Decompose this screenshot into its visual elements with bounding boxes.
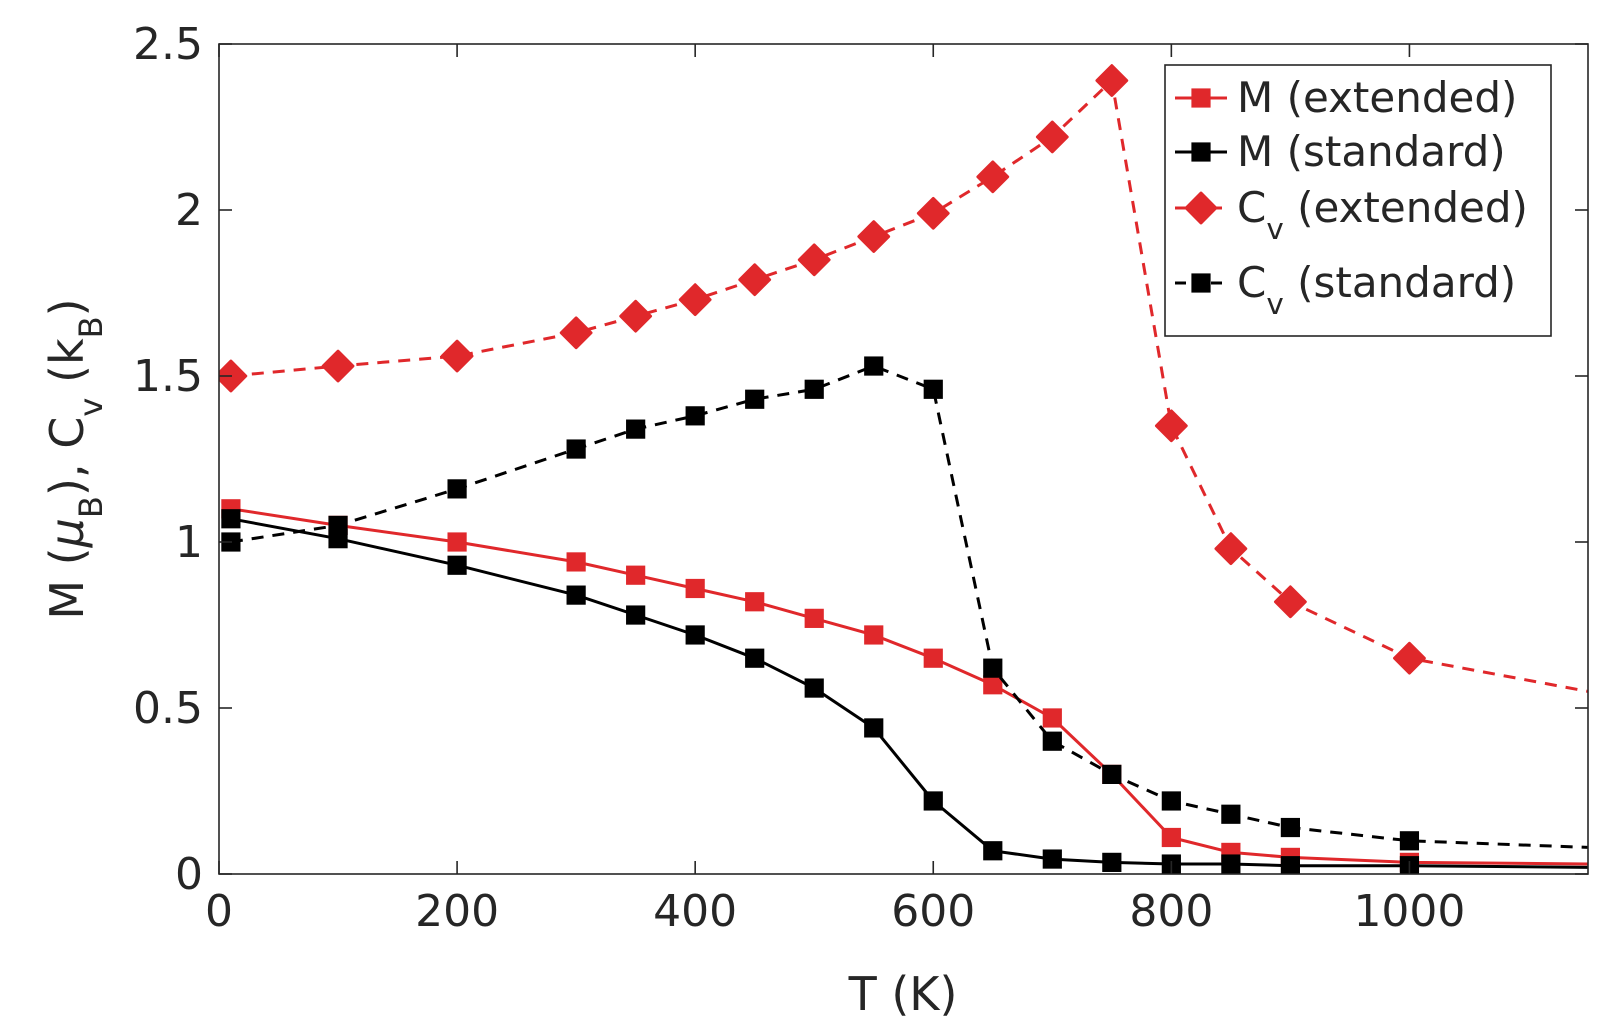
series-line-cv-extended: [230, 79, 1588, 693]
x-tick-label: 400: [653, 886, 737, 937]
data-point-cv-extended: [1214, 532, 1248, 566]
data-point-cv-standard: [328, 515, 348, 535]
data-point-m-standard: [923, 791, 943, 811]
series-group: [219, 64, 1588, 874]
data-point-cv-extended: [916, 196, 950, 230]
data-point-m-extended: [983, 675, 1003, 695]
x-tick-label: 800: [1129, 886, 1213, 937]
legend-label-m-extended: M (extended): [1237, 73, 1517, 122]
legend-marker-m-extended: [1191, 88, 1211, 108]
data-point-cv-standard: [864, 356, 884, 376]
data-point-m-extended: [745, 592, 765, 612]
data-point-cv-extended: [1035, 120, 1069, 154]
data-point-m-standard: [1042, 849, 1062, 869]
data-point-m-standard: [626, 605, 646, 625]
data-point-cv-extended: [321, 349, 355, 383]
legend: M (extended) M (standard) Cv (extended) Cv …: [1164, 64, 1552, 337]
data-point-cv-extended: [857, 220, 891, 253]
legend-box: [1164, 64, 1552, 337]
legend-label-cv-standard: Cv (standard): [1237, 258, 1516, 321]
data-point-m-extended: [1042, 708, 1062, 728]
legend-marker-cv-extended: [1184, 191, 1218, 225]
data-point-cv-standard: [804, 379, 824, 399]
data-point-cv-standard: [1280, 817, 1300, 838]
data-point-cv-standard: [745, 389, 765, 409]
data-point-cv-extended: [619, 299, 653, 333]
x-tick-label: 600: [891, 886, 975, 937]
data-point-cv-extended: [559, 316, 593, 350]
data-point-cv-extended: [1393, 641, 1426, 675]
axes: 0 200 400 600 800 1000 0 0.5 1 1.5 2 2.5: [133, 19, 1588, 937]
data-point-cv-extended: [1274, 585, 1307, 619]
data-point-cv-standard: [447, 479, 467, 499]
data-point-m-extended: [923, 648, 943, 668]
data-point-m-standard: [1280, 856, 1300, 874]
series-line-m-standard: [230, 517, 1588, 869]
data-point-m-extended: [685, 578, 705, 599]
y-tick-label: 1.5: [133, 351, 203, 402]
data-point-m-standard: [745, 648, 765, 668]
data-point-m-standard: [983, 841, 1003, 861]
y-tick-label: 0: [175, 849, 203, 900]
data-point-cv-standard: [1161, 791, 1181, 811]
data-point-m-extended: [626, 565, 646, 585]
x-tick-label: 200: [415, 886, 499, 937]
data-point-m-extended: [1161, 827, 1181, 848]
data-point-cv-extended: [976, 160, 1010, 194]
data-point-m-standard: [804, 678, 824, 698]
data-point-cv-standard: [1221, 804, 1241, 824]
data-point-cv-standard: [1399, 831, 1420, 851]
data-point-m-standard: [1221, 854, 1241, 874]
plot-frame: [218, 43, 1589, 875]
data-point-m-extended: [447, 532, 467, 552]
x-tick-label: 0: [205, 886, 233, 937]
data-point-cv-standard: [1102, 764, 1122, 784]
y-axis-label: M (μB), Cv (kB): [40, 298, 110, 619]
y-tick-label: 2.5: [133, 19, 203, 70]
data-point-cv-standard: [626, 419, 646, 439]
data-point-m-standard: [864, 718, 884, 738]
data-point-cv-extended: [678, 283, 712, 317]
data-point-cv-standard: [923, 379, 943, 399]
data-point-cv-standard: [685, 406, 705, 426]
data-point-cv-extended: [738, 263, 772, 297]
data-point-cv-extended: [440, 339, 474, 373]
x-tick-label: 1000: [1353, 886, 1465, 937]
y-tick-label: 1: [175, 517, 203, 568]
data-point-cv-standard: [1042, 731, 1062, 751]
data-point-m-standard: [566, 585, 586, 605]
data-point-cv-standard: [983, 658, 1003, 678]
data-point-m-standard: [447, 555, 467, 575]
data-point-cv-extended: [1095, 64, 1129, 97]
data-point-cv-extended: [219, 359, 248, 393]
series-line-cv-standard: [230, 364, 1588, 849]
legend-label-cv-extended: Cv (extended): [1237, 183, 1528, 246]
legend-marker-cv-standard: [1191, 273, 1211, 293]
data-point-cv-extended: [797, 243, 831, 277]
legend-label-m-standard: M (standard): [1237, 127, 1506, 176]
legend-marker-m-standard: [1191, 142, 1211, 162]
plot-area: [219, 64, 1588, 874]
data-point-m-standard: [1102, 852, 1122, 872]
data-point-cv-standard: [566, 439, 586, 459]
data-point-m-extended: [804, 608, 824, 628]
data-point-cv-extended: [1154, 409, 1188, 443]
data-point-m-standard: [221, 509, 241, 529]
y-tick-label: 0.5: [133, 683, 203, 734]
data-point-m-extended: [566, 552, 586, 572]
data-point-m-extended: [864, 625, 884, 645]
y-tick-label: 2: [175, 185, 203, 236]
series-line-m-extended: [230, 507, 1588, 866]
data-point-m-standard: [685, 625, 705, 645]
x-axis-label: T (K): [848, 967, 958, 1021]
